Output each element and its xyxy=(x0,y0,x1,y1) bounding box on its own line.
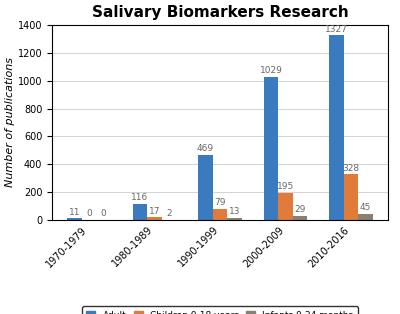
Bar xyxy=(67,218,82,220)
Bar xyxy=(147,217,162,220)
Bar xyxy=(344,174,358,220)
Text: 1029: 1029 xyxy=(260,66,282,75)
Text: 29: 29 xyxy=(294,205,306,214)
Text: 17: 17 xyxy=(149,207,160,216)
Bar xyxy=(264,77,278,220)
Text: 0: 0 xyxy=(86,209,92,218)
Text: 469: 469 xyxy=(197,144,214,153)
Bar xyxy=(330,35,344,220)
Bar xyxy=(227,218,242,220)
Bar xyxy=(293,216,307,220)
Text: 1327: 1327 xyxy=(325,24,348,34)
Text: 0: 0 xyxy=(100,209,106,218)
Bar xyxy=(358,214,373,220)
Text: 195: 195 xyxy=(277,182,294,191)
Text: 45: 45 xyxy=(360,203,371,212)
Text: 2: 2 xyxy=(166,209,172,218)
Text: 328: 328 xyxy=(342,164,360,172)
Legend: Adult, Children 0-18 years, Infants 0-24 months: Adult, Children 0-18 years, Infants 0-24… xyxy=(82,306,358,314)
Bar xyxy=(133,204,147,220)
Text: 79: 79 xyxy=(214,198,226,207)
Y-axis label: Number of publications: Number of publications xyxy=(5,57,15,187)
Bar xyxy=(198,154,213,220)
Text: 13: 13 xyxy=(229,207,240,216)
Bar xyxy=(278,193,293,220)
Text: 116: 116 xyxy=(132,193,149,202)
Title: Salivary Biomarkers Research: Salivary Biomarkers Research xyxy=(92,5,348,20)
Bar xyxy=(213,209,227,220)
Text: 11: 11 xyxy=(69,208,80,217)
